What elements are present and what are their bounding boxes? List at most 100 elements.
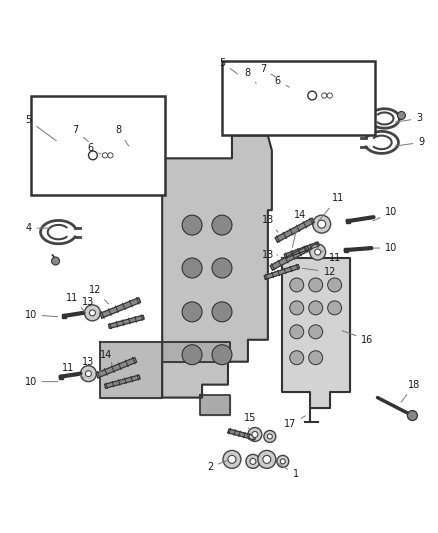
Text: 9: 9 xyxy=(395,138,424,148)
Text: 18: 18 xyxy=(401,379,420,402)
Circle shape xyxy=(324,90,335,101)
Circle shape xyxy=(102,153,108,158)
Circle shape xyxy=(309,278,323,292)
Text: 11: 11 xyxy=(318,249,341,263)
Text: 6: 6 xyxy=(87,143,101,154)
Circle shape xyxy=(327,93,332,98)
Circle shape xyxy=(212,345,232,365)
FancyBboxPatch shape xyxy=(70,143,108,168)
Polygon shape xyxy=(96,358,137,378)
Polygon shape xyxy=(282,258,350,408)
Circle shape xyxy=(290,278,304,292)
Circle shape xyxy=(182,258,202,278)
Text: 13: 13 xyxy=(82,357,100,372)
Polygon shape xyxy=(100,298,141,318)
Text: 11: 11 xyxy=(62,362,84,378)
Circle shape xyxy=(182,302,202,322)
Text: 7: 7 xyxy=(72,125,88,142)
Polygon shape xyxy=(109,315,144,328)
Circle shape xyxy=(277,455,289,467)
Circle shape xyxy=(309,301,323,315)
Circle shape xyxy=(280,459,285,464)
Circle shape xyxy=(252,432,258,438)
Circle shape xyxy=(88,151,97,160)
Polygon shape xyxy=(162,135,272,398)
Text: 12: 12 xyxy=(303,267,336,277)
FancyBboxPatch shape xyxy=(319,87,335,104)
Circle shape xyxy=(52,257,60,265)
Text: 10: 10 xyxy=(373,243,398,253)
Circle shape xyxy=(314,249,321,255)
Text: 5: 5 xyxy=(219,58,238,74)
Circle shape xyxy=(212,302,232,322)
Circle shape xyxy=(328,278,342,292)
Text: 4: 4 xyxy=(25,223,50,233)
Text: 15: 15 xyxy=(244,413,256,429)
Circle shape xyxy=(108,153,113,158)
Bar xyxy=(31,95,165,195)
Polygon shape xyxy=(100,342,230,398)
Polygon shape xyxy=(264,264,300,279)
Circle shape xyxy=(182,345,202,365)
Circle shape xyxy=(290,325,304,339)
Circle shape xyxy=(248,427,262,441)
FancyBboxPatch shape xyxy=(289,83,328,108)
Text: 5: 5 xyxy=(25,116,56,141)
Circle shape xyxy=(99,150,110,161)
Circle shape xyxy=(397,111,406,119)
Circle shape xyxy=(321,93,327,98)
Circle shape xyxy=(250,458,256,464)
Circle shape xyxy=(212,215,232,235)
Circle shape xyxy=(264,431,276,442)
FancyBboxPatch shape xyxy=(100,147,116,164)
Text: 1: 1 xyxy=(277,463,299,479)
Text: 11: 11 xyxy=(66,293,85,313)
Circle shape xyxy=(309,351,323,365)
Text: 16: 16 xyxy=(342,331,374,345)
Text: 2: 2 xyxy=(207,461,227,472)
Circle shape xyxy=(319,90,330,101)
Circle shape xyxy=(308,91,317,100)
Text: 10: 10 xyxy=(25,310,58,320)
Text: 14: 14 xyxy=(100,350,113,365)
Circle shape xyxy=(223,450,241,469)
Circle shape xyxy=(105,150,116,161)
Circle shape xyxy=(309,325,323,339)
Circle shape xyxy=(310,244,326,260)
Circle shape xyxy=(328,301,342,315)
Circle shape xyxy=(318,220,326,228)
Circle shape xyxy=(212,258,232,278)
Text: 14: 14 xyxy=(293,210,306,247)
Polygon shape xyxy=(228,429,256,440)
Text: 8: 8 xyxy=(115,125,129,146)
Circle shape xyxy=(182,215,202,235)
Circle shape xyxy=(81,366,96,382)
Polygon shape xyxy=(275,218,314,242)
Polygon shape xyxy=(104,375,140,388)
Circle shape xyxy=(263,455,271,463)
Text: 6: 6 xyxy=(275,76,290,87)
Circle shape xyxy=(267,434,272,439)
Text: 17: 17 xyxy=(283,416,305,430)
Text: 12: 12 xyxy=(89,285,109,304)
Text: 7: 7 xyxy=(260,63,276,77)
Circle shape xyxy=(290,301,304,315)
Circle shape xyxy=(313,215,331,233)
Text: 13: 13 xyxy=(82,297,100,310)
Circle shape xyxy=(258,450,276,469)
Polygon shape xyxy=(200,394,230,415)
Circle shape xyxy=(290,351,304,365)
Text: 13: 13 xyxy=(262,250,278,260)
Text: 3: 3 xyxy=(395,114,422,124)
Circle shape xyxy=(89,310,95,316)
Circle shape xyxy=(85,305,100,321)
Text: 10: 10 xyxy=(25,377,58,386)
Polygon shape xyxy=(284,242,319,258)
Circle shape xyxy=(228,455,236,463)
Text: 13: 13 xyxy=(262,215,278,232)
Polygon shape xyxy=(270,246,309,270)
Circle shape xyxy=(246,455,260,469)
Bar xyxy=(222,61,374,135)
Text: 11: 11 xyxy=(318,193,344,221)
Circle shape xyxy=(407,410,417,421)
